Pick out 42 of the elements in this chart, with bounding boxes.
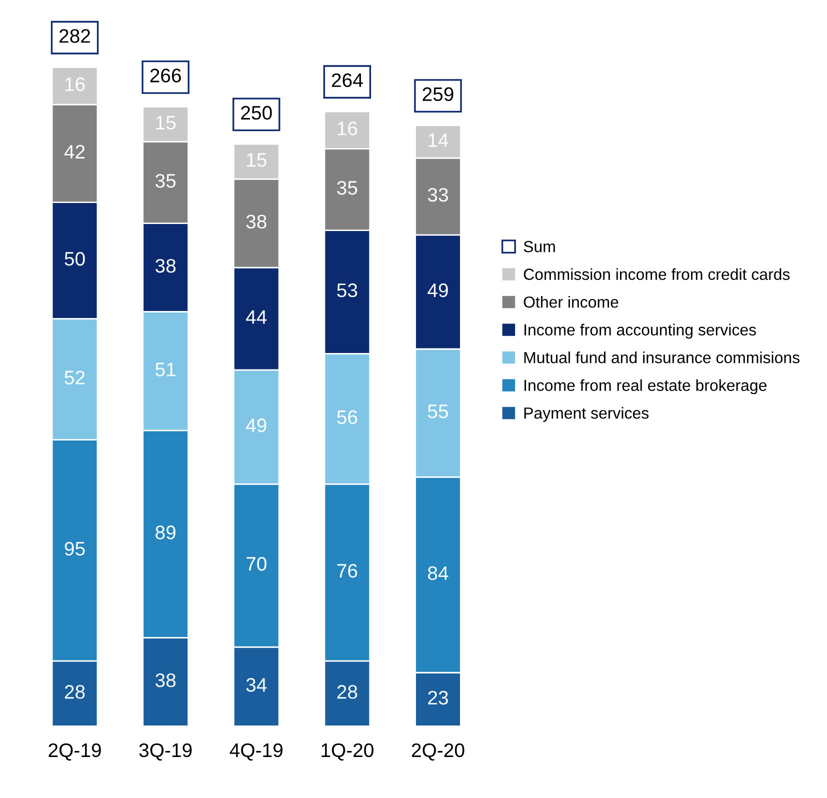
data-label: 42 [64, 144, 85, 158]
total-label: 266 [150, 68, 181, 82]
legend-label: Income from real estate brokerage [524, 379, 766, 394]
data-label: 89 [156, 526, 176, 540]
x-tick-label: 1Q-20 [322, 743, 374, 761]
legend-label: Other income [524, 296, 618, 308]
x-tick-label: 2Q-20 [412, 743, 464, 761]
data-label: 76 [337, 564, 358, 578]
text: Sum [524, 240, 555, 252]
data-label: 56 [337, 410, 358, 424]
legend-label: Income from accounting services [524, 324, 756, 339]
legend-label: Commission income from credit cards [524, 268, 790, 280]
data-label: 84 [428, 566, 448, 580]
x-tick-label: 3Q-19 [139, 743, 192, 761]
data-label: 33 [428, 188, 448, 202]
x-tick-label: 4Q-19 [230, 743, 282, 761]
data-label: 53 [337, 283, 358, 298]
data-label: 28 [337, 685, 358, 699]
total-label: 282 [60, 29, 90, 43]
data-label: 35 [155, 174, 176, 188]
x-tick-label: 2Q-19 [48, 743, 101, 761]
data-label: 49 [428, 283, 448, 298]
data-label: 70 [246, 556, 266, 571]
data-label: 38 [155, 673, 176, 688]
data-label: 34 [246, 678, 267, 692]
data-label: 35 [337, 180, 358, 195]
data-label: 95 [64, 542, 85, 556]
data-label: 38 [155, 258, 176, 273]
data-label: 52 [64, 370, 85, 384]
total-label: 250 [241, 106, 272, 120]
data-label: 51 [156, 362, 176, 376]
data-label: 38 [246, 214, 266, 228]
data-label: 50 [64, 252, 85, 266]
data-label: 55 [428, 404, 448, 418]
data-label: 23 [428, 690, 448, 705]
legend-label: Payment services [524, 407, 649, 422]
total-label: 264 [332, 73, 363, 88]
total-label: 259 [422, 87, 454, 102]
data-label: 28 [64, 685, 85, 699]
legend-label: Mutual fund and insurance commisions [524, 352, 800, 364]
data-label: 44 [246, 310, 267, 324]
data-label: 49 [246, 418, 266, 432]
